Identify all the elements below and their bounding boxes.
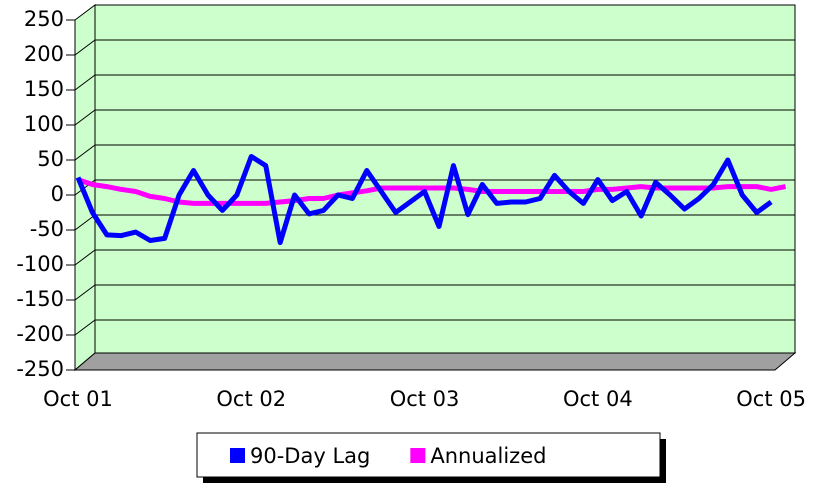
legend-items: 90-Day Lag Annualized (230, 444, 546, 468)
x-tick-label: Oct 02 (216, 387, 286, 411)
y-tick-label: -150 (16, 287, 64, 311)
y-tick-label: -50 (30, 217, 64, 241)
y-tick-label: 150 (24, 77, 64, 101)
y-tick-label: 200 (24, 42, 64, 66)
grid-line-side (74, 74, 96, 91)
y-tick-label: -200 (16, 322, 64, 346)
series-line (75, 154, 773, 246)
grid-line-side (74, 144, 96, 161)
legend-label: Annualized (430, 444, 546, 468)
x-tick-label: Oct 03 (390, 387, 460, 411)
grid-line-side (74, 109, 96, 126)
x-tick-label: Oct 05 (736, 387, 806, 411)
y-tick-label: 50 (37, 147, 64, 171)
grid-line-side (74, 39, 96, 56)
grid (66, 19, 795, 371)
y-tick-label: 100 (24, 112, 64, 136)
floor (73, 352, 797, 371)
legend-label: 90-Day Lag (250, 444, 370, 468)
plot (75, 154, 787, 246)
legend (196, 432, 661, 478)
y-tick-label: 0 (51, 182, 64, 206)
grid-line-side (74, 284, 96, 301)
grid-line-side (74, 319, 96, 336)
grid-line-side (74, 214, 96, 231)
grid-line-side (74, 249, 96, 266)
x-tick-label: Oct 01 (43, 387, 113, 411)
legend-swatch (230, 448, 245, 463)
x-tick-label: Oct 04 (563, 387, 633, 411)
y-tick-label: 250 (24, 7, 64, 31)
y-tick-label: -250 (16, 357, 64, 381)
legend-swatch (410, 448, 426, 463)
y-tick-label: -100 (16, 252, 64, 276)
series-line (77, 177, 787, 206)
